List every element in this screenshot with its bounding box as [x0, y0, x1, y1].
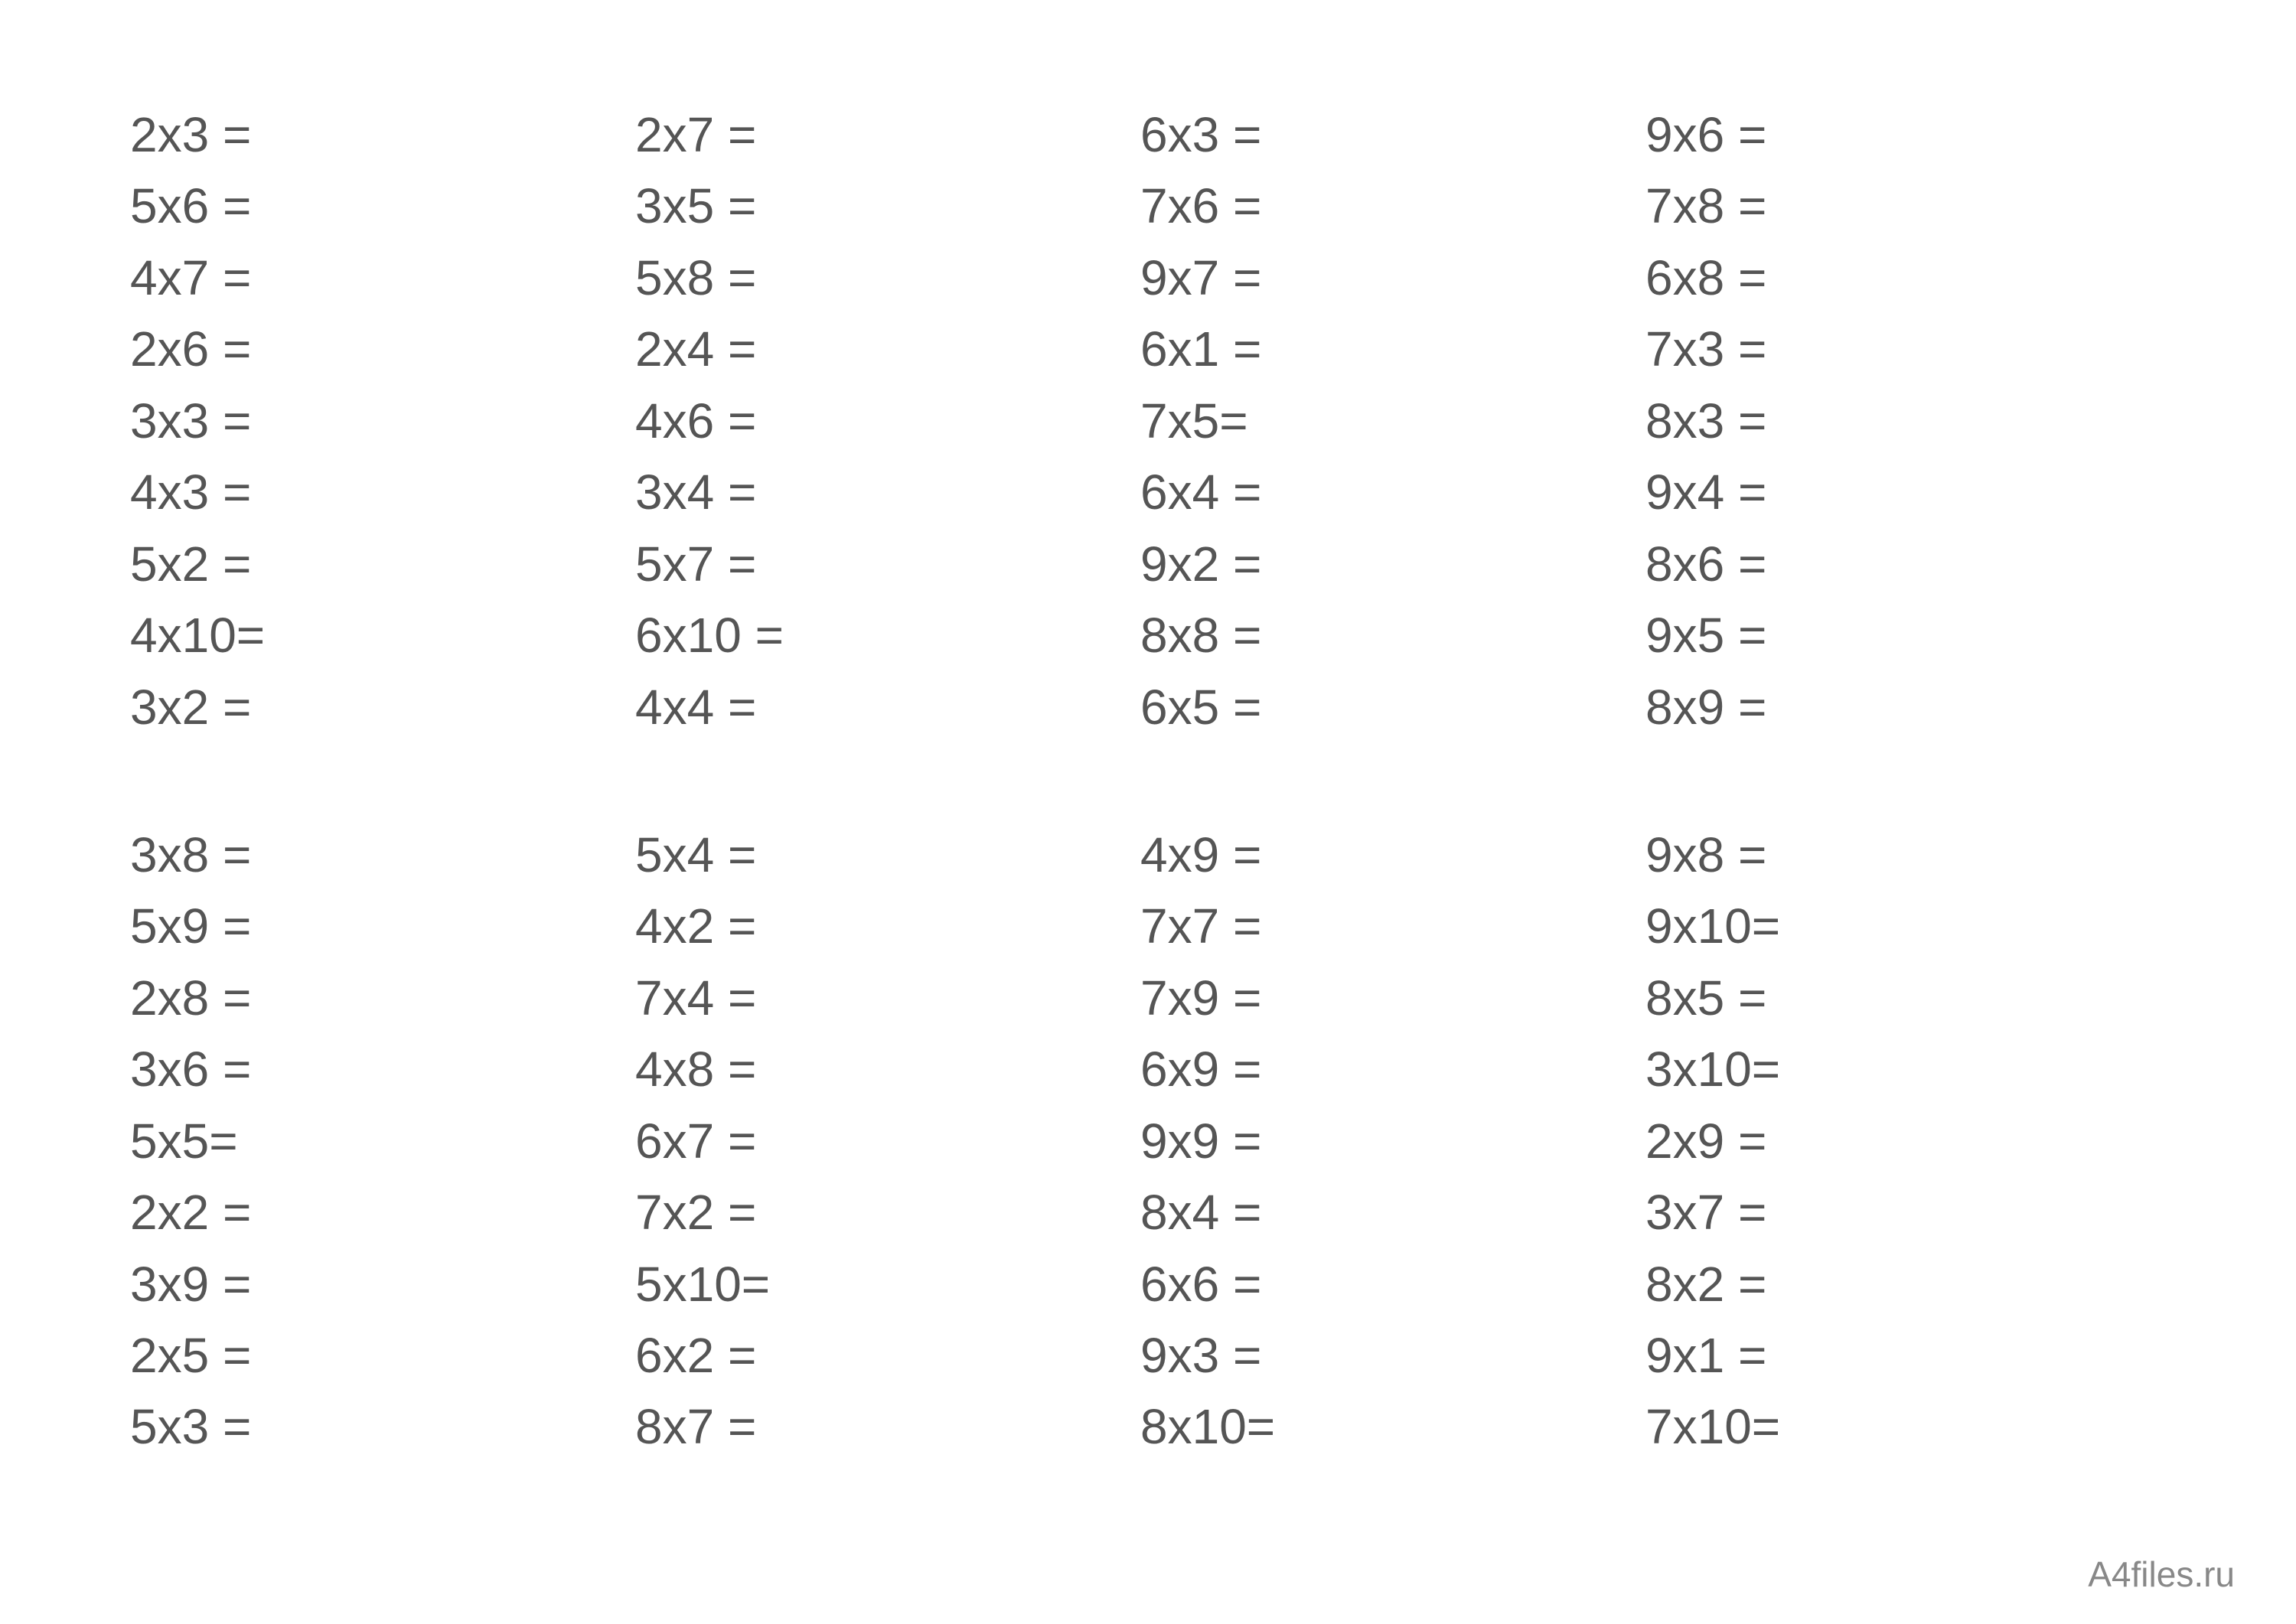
problem: 4x7 =	[130, 243, 635, 314]
problem: 5x9 =	[130, 891, 635, 962]
problem: 8x2 =	[1645, 1249, 2151, 1320]
problem: 6x8 =	[1645, 243, 2151, 314]
problem: 9x10=	[1645, 891, 2151, 962]
problem: 2x8 =	[130, 963, 635, 1034]
problem: 8x8 =	[1140, 600, 1645, 671]
problem: 4x6 =	[635, 386, 1140, 457]
problem: 9x7 =	[1140, 243, 1645, 314]
problem: 7x9 =	[1140, 963, 1645, 1034]
problem: 4x9 =	[1140, 820, 1645, 891]
problem: 8x10=	[1140, 1391, 1645, 1463]
problem: 9x3 =	[1140, 1320, 1645, 1391]
problem: 3x2 =	[130, 672, 635, 743]
problem: 7x8 =	[1645, 171, 2151, 242]
problem: 6x6 =	[1140, 1249, 1645, 1320]
column: 3x8 = 5x9 = 2x8 = 3x6 = 5x5= 2x2 = 3x9 =…	[130, 820, 635, 1463]
problem: 5x10=	[635, 1249, 1140, 1320]
problem: 8x7 =	[635, 1391, 1140, 1463]
problem: 5x4 =	[635, 820, 1140, 891]
problem: 3x8 =	[130, 820, 635, 891]
column: 2x7 = 3x5 = 5x8 = 2x4 = 4x6 = 3x4 = 5x7 …	[635, 99, 1140, 743]
problem: 9x5 =	[1645, 600, 2151, 671]
problem: 9x6 =	[1645, 99, 2151, 171]
problem: 6x4 =	[1140, 457, 1645, 528]
problem: 4x3 =	[130, 457, 635, 528]
column: 6x3 = 7x6 = 9x7 = 6x1 = 7x5= 6x4 = 9x2 =…	[1140, 99, 1645, 743]
problem: 7x6 =	[1140, 171, 1645, 242]
problem: 3x6 =	[130, 1034, 635, 1105]
watermark: A4files.ru	[2088, 1554, 2235, 1595]
problem: 9x9 =	[1140, 1106, 1645, 1177]
problem: 4x10=	[130, 600, 635, 671]
problem: 2x2 =	[130, 1177, 635, 1248]
problem: 5x8 =	[635, 243, 1140, 314]
column: 4x9 = 7x7 = 7x9 = 6x9 = 9x9 = 8x4 = 6x6 …	[1140, 820, 1645, 1463]
problem-block-1: 2x3 = 5x6 = 4x7 = 2x6 = 3x3 = 4x3 = 5x2 …	[130, 99, 2166, 743]
problem: 5x3 =	[130, 1391, 635, 1463]
multiplication-worksheet: 2x3 = 5x6 = 4x7 = 2x6 = 3x3 = 4x3 = 5x2 …	[130, 99, 2166, 1463]
problem: 4x8 =	[635, 1034, 1140, 1105]
problem: 9x8 =	[1645, 820, 2151, 891]
problem: 6x5 =	[1140, 672, 1645, 743]
problem: 2x7 =	[635, 99, 1140, 171]
problem: 9x4 =	[1645, 457, 2151, 528]
problem: 9x1 =	[1645, 1320, 2151, 1391]
problem: 6x9 =	[1140, 1034, 1645, 1105]
problem: 3x7 =	[1645, 1177, 2151, 1248]
problem-block-2: 3x8 = 5x9 = 2x8 = 3x6 = 5x5= 2x2 = 3x9 =…	[130, 820, 2166, 1463]
problem: 4x4 =	[635, 672, 1140, 743]
problem: 7x7 =	[1140, 891, 1645, 962]
problem: 5x5=	[130, 1106, 635, 1177]
problem: 3x3 =	[130, 386, 635, 457]
problem: 2x9 =	[1645, 1106, 2151, 1177]
problem: 8x3 =	[1645, 386, 2151, 457]
problem: 6x7 =	[635, 1106, 1140, 1177]
problem: 5x6 =	[130, 171, 635, 242]
problem: 7x4 =	[635, 963, 1140, 1034]
problem: 3x4 =	[635, 457, 1140, 528]
problem: 6x3 =	[1140, 99, 1645, 171]
problem: 5x7 =	[635, 529, 1140, 600]
problem: 7x2 =	[635, 1177, 1140, 1248]
problem: 6x2 =	[635, 1320, 1140, 1391]
problem: 8x5 =	[1645, 963, 2151, 1034]
problem: 2x6 =	[130, 314, 635, 385]
problem: 2x5 =	[130, 1320, 635, 1391]
problem: 8x4 =	[1140, 1177, 1645, 1248]
problem: 3x5 =	[635, 171, 1140, 242]
column: 5x4 = 4x2 = 7x4 = 4x8 = 6x7 = 7x2 = 5x10…	[635, 820, 1140, 1463]
problem: 5x2 =	[130, 529, 635, 600]
problem: 3x9 =	[130, 1249, 635, 1320]
problem: 6x1 =	[1140, 314, 1645, 385]
problem: 4x2 =	[635, 891, 1140, 962]
column: 2x3 = 5x6 = 4x7 = 2x6 = 3x3 = 4x3 = 5x2 …	[130, 99, 635, 743]
problem: 8x6 =	[1645, 529, 2151, 600]
problem: 6x10 =	[635, 600, 1140, 671]
problem: 7x5=	[1140, 386, 1645, 457]
problem: 8x9 =	[1645, 672, 2151, 743]
problem: 2x4 =	[635, 314, 1140, 385]
column: 9x6 = 7x8 = 6x8 = 7x3 = 8x3 = 9x4 = 8x6 …	[1645, 99, 2151, 743]
problem: 3x10=	[1645, 1034, 2151, 1105]
column: 9x8 = 9x10= 8x5 = 3x10= 2x9 = 3x7 = 8x2 …	[1645, 820, 2151, 1463]
problem: 9x2 =	[1140, 529, 1645, 600]
problem: 7x10=	[1645, 1391, 2151, 1463]
problem: 2x3 =	[130, 99, 635, 171]
problem: 7x3 =	[1645, 314, 2151, 385]
